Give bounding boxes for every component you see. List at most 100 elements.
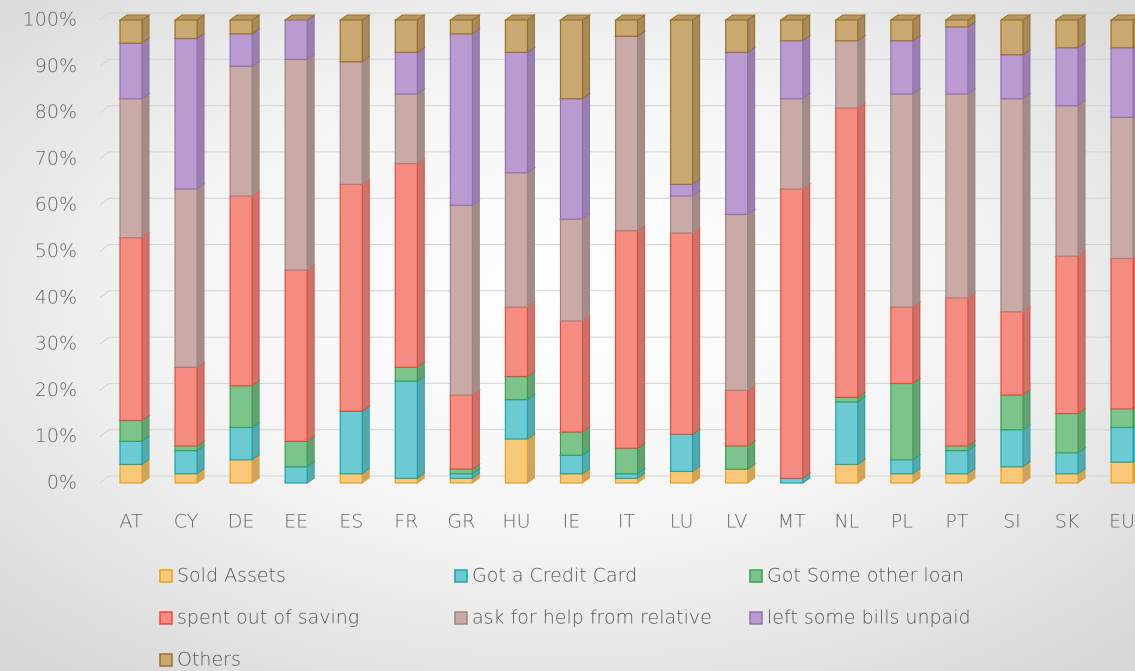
x-tick-label: LU xyxy=(670,511,694,533)
y-tick-label: 0% xyxy=(47,472,77,494)
bar-segment xyxy=(835,463,859,484)
bar-side xyxy=(1022,423,1031,468)
bar-side xyxy=(967,20,976,96)
bar-segment xyxy=(669,19,694,185)
bar-segment xyxy=(174,445,198,452)
bar-side xyxy=(526,46,535,174)
bar-segment xyxy=(945,445,969,452)
grid-line xyxy=(99,475,110,484)
legend: Sold Assets Got a Credit Card Got Some oth… xyxy=(159,565,971,671)
bar-side xyxy=(802,183,811,480)
legend-swatch xyxy=(159,569,173,583)
bar-side xyxy=(967,88,976,299)
bar-side xyxy=(251,189,260,387)
bar-segment xyxy=(119,419,143,442)
bar-segment xyxy=(890,306,914,385)
x-tick-label: IT xyxy=(618,511,636,533)
x-tick-label: LV xyxy=(726,511,748,533)
bar-segment xyxy=(559,98,584,220)
bar-side xyxy=(692,428,701,473)
bar-side xyxy=(857,34,866,109)
bar-segment xyxy=(504,399,529,440)
y-tick-label: 50% xyxy=(35,240,77,262)
x-tick-label: HU xyxy=(502,511,530,533)
legend-label: left some bills unpaid xyxy=(767,607,971,629)
bar-side xyxy=(1077,41,1086,107)
bar-side xyxy=(416,375,425,480)
bar-side xyxy=(526,393,535,440)
y-tick-label: 100% xyxy=(23,9,77,31)
bar-segment xyxy=(339,473,363,484)
bar-side xyxy=(1022,92,1031,313)
bar-segment xyxy=(449,477,473,484)
grid-line xyxy=(99,290,110,299)
bar-segment xyxy=(945,473,969,484)
bar-segment xyxy=(725,445,749,470)
bar-segment xyxy=(119,42,143,100)
legend-swatch xyxy=(454,611,468,625)
bar-segment xyxy=(725,468,749,484)
bar-segment xyxy=(119,440,143,466)
grid-line xyxy=(99,105,110,113)
bar-segment xyxy=(1055,473,1079,484)
legend-label: ask for help from relative xyxy=(472,607,712,629)
grid-line xyxy=(99,383,110,391)
bar-segment xyxy=(449,473,473,479)
x-tick-label: NL xyxy=(834,511,859,533)
bar-segment xyxy=(449,468,473,475)
bar-side xyxy=(692,227,701,436)
bar-segment xyxy=(614,35,639,232)
bar-side xyxy=(1022,48,1031,100)
bar-segment xyxy=(174,37,198,190)
grid-line xyxy=(99,12,110,21)
y-tick-label: 10% xyxy=(35,425,77,447)
bar-segment xyxy=(559,320,584,433)
bar-side xyxy=(967,291,976,447)
x-tick-label: IE xyxy=(563,511,581,533)
bar-side xyxy=(692,14,701,186)
bar-segment xyxy=(394,93,418,165)
bar-side xyxy=(1022,305,1031,397)
bar-segment xyxy=(229,459,253,484)
legend-label: Got a Credit Card xyxy=(472,565,637,587)
bar-side xyxy=(306,264,315,443)
x-tick-label: DE xyxy=(228,511,255,533)
bar-side xyxy=(471,199,480,397)
bar-side xyxy=(581,14,590,100)
bar-segment xyxy=(725,213,749,392)
bar-side xyxy=(637,224,646,450)
bar-side xyxy=(581,92,590,221)
bar-segment xyxy=(835,396,859,403)
x-tick-label: ES xyxy=(339,511,363,533)
bar-segment xyxy=(559,19,584,100)
bar-segment xyxy=(1055,255,1079,415)
x-tick-label: EU xyxy=(1109,511,1135,533)
bar-segment xyxy=(614,477,639,484)
bar-segment xyxy=(669,195,694,234)
x-tick-label: SI xyxy=(1003,511,1021,533)
grid-line xyxy=(99,197,110,206)
bar-side xyxy=(1022,389,1031,431)
bar-segment xyxy=(780,40,804,100)
bar-segment xyxy=(284,58,308,271)
bar-segment xyxy=(394,477,418,484)
bar-segment xyxy=(945,26,969,95)
x-tick-label: EE xyxy=(284,511,308,533)
bar-side xyxy=(416,157,425,369)
bar-side xyxy=(581,213,590,322)
bars: AT CY DE EE ES FR GR HU IE IT LU LV MT NL PL PT SI SK EU xyxy=(118,14,1135,533)
bar-side xyxy=(526,14,535,54)
bar-segment xyxy=(119,463,143,484)
bar-side xyxy=(1077,250,1086,415)
bar-segment xyxy=(890,40,914,95)
bar-segment xyxy=(229,33,253,67)
bar-side xyxy=(196,361,205,447)
bar-segment xyxy=(174,366,198,447)
y-tick-label: 20% xyxy=(35,379,77,401)
bar-segment xyxy=(1110,257,1134,410)
bar-segment xyxy=(284,440,308,468)
bar-side xyxy=(581,314,590,434)
legend-swatch xyxy=(454,569,468,583)
bar-segment xyxy=(1055,412,1079,454)
